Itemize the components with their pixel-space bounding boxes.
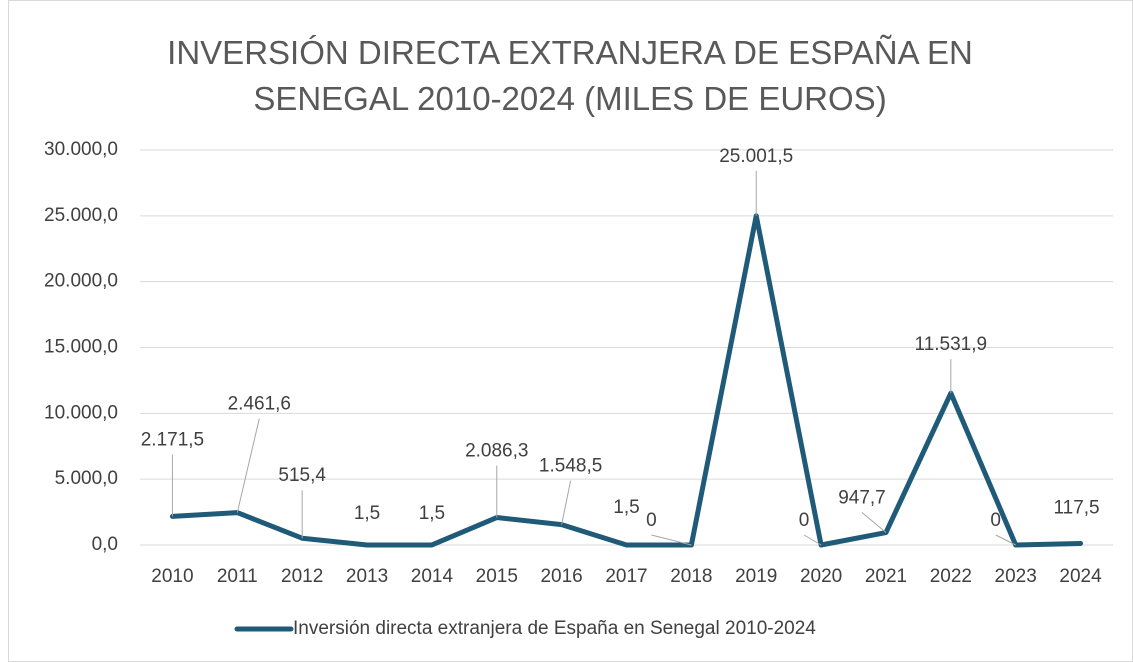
legend-label: Inversión directa extranjera de España e… xyxy=(293,618,816,639)
data-label: 2.086,3 xyxy=(465,441,528,462)
x-tick-label: 2021 xyxy=(865,566,907,587)
x-tick-label: 2012 xyxy=(281,566,323,587)
x-tick-label: 2024 xyxy=(1059,566,1102,587)
x-tick-label: 2020 xyxy=(800,566,842,587)
data-label: 515,4 xyxy=(278,465,326,486)
data-label: 0 xyxy=(990,510,1001,531)
data-label: 2.461,6 xyxy=(228,394,291,415)
x-tick-label: 2013 xyxy=(346,566,388,587)
leader-line xyxy=(561,480,572,525)
leader-line xyxy=(236,418,260,513)
y-tick-label: 5.000,0 xyxy=(55,468,118,489)
data-label: 2.171,5 xyxy=(141,429,204,450)
data-label: 117,5 xyxy=(1053,497,1099,518)
leader-line xyxy=(861,512,887,533)
data-label: 947,7 xyxy=(838,488,886,509)
y-tick-label: 15.000,0 xyxy=(44,337,118,358)
y-tick-label: 10.000,0 xyxy=(44,402,118,423)
data-label: 0 xyxy=(646,510,657,531)
x-tick-label: 2022 xyxy=(930,566,972,587)
y-tick-label: 30.000,0 xyxy=(44,139,118,160)
x-tick-label: 2019 xyxy=(735,566,777,587)
line xyxy=(169,213,1084,548)
y-tick-label: 20.000,0 xyxy=(44,271,118,292)
x-tick-label: 2023 xyxy=(995,566,1037,587)
x-tick-label: 2015 xyxy=(476,566,518,587)
x-tick-label: 2018 xyxy=(670,566,712,587)
data-label: 0 xyxy=(799,510,810,531)
data-label: 1,5 xyxy=(419,503,445,524)
x-tick-label: 2016 xyxy=(540,566,582,587)
y-tick-label: 25.000,0 xyxy=(44,205,118,226)
data-label: 1.548,5 xyxy=(539,456,602,477)
leader-line xyxy=(803,534,822,546)
data-label: 25.001,5 xyxy=(719,146,793,167)
x-tick-label: 2014 xyxy=(411,566,454,587)
leader-line xyxy=(995,534,1016,546)
leader-line xyxy=(651,534,692,546)
chart-title: INVERSIÓN DIRECTA EXTRANJERA DE ESPAÑA E… xyxy=(167,34,973,117)
x-tick-label: 2010 xyxy=(151,566,193,587)
data-label: 11.531,9 xyxy=(915,334,988,355)
x-tick-label: 2017 xyxy=(605,566,647,587)
x-tick-label: 2011 xyxy=(217,566,258,587)
y-tick-label: 0,0 xyxy=(92,534,118,555)
data-label: 1,5 xyxy=(354,503,380,524)
data-label: 1,5 xyxy=(613,497,639,518)
